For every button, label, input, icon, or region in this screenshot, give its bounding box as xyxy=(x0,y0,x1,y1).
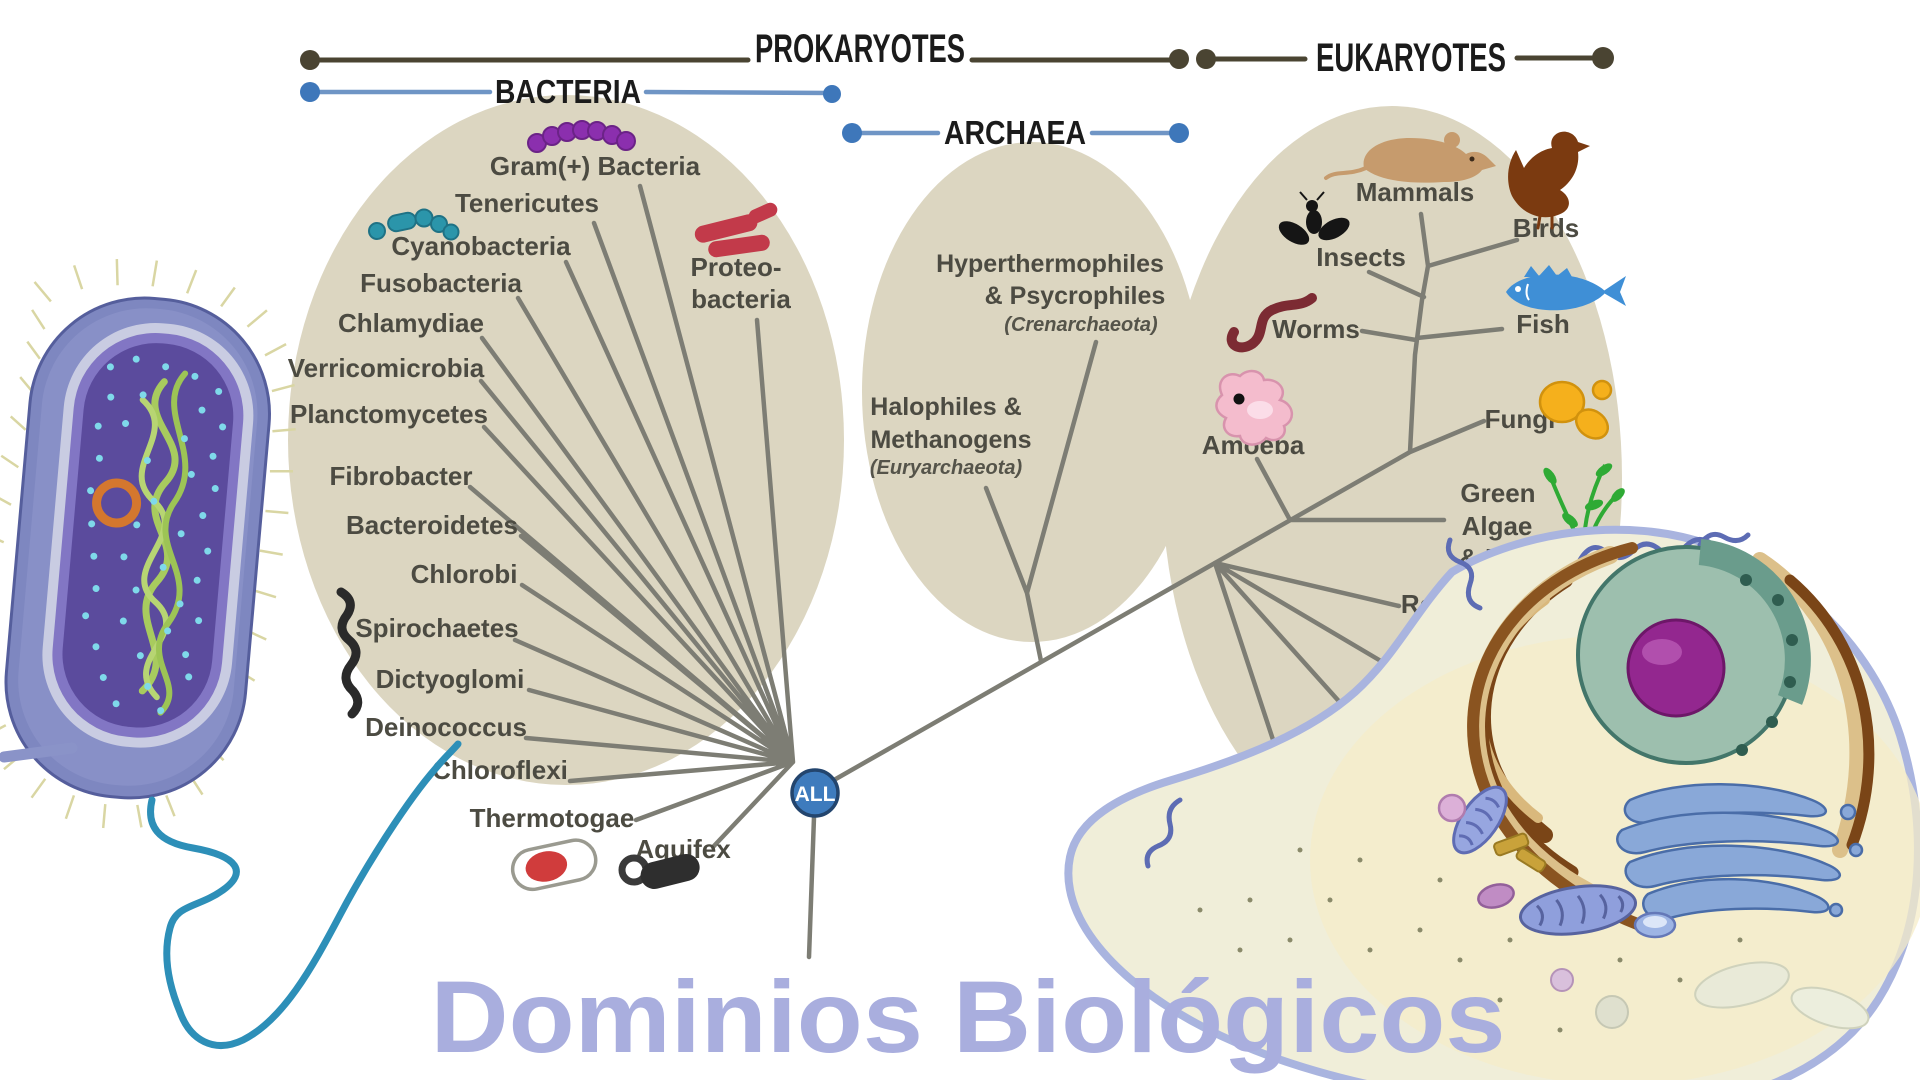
bracket-dot xyxy=(1592,47,1614,69)
bacteria-bracket: BACTERIA xyxy=(300,73,841,110)
yeast-icon xyxy=(1538,379,1613,440)
taxon-label: Chloroflexi xyxy=(432,755,568,785)
fly-icon xyxy=(1278,191,1350,245)
taxon-label: Gram(+) Bacteria xyxy=(490,151,701,181)
green-algae-label: Algae xyxy=(1462,511,1533,541)
euryarchaeota-subtitle: (Euryarchaeota) xyxy=(870,457,1023,479)
taxon-label: Dictyoglomi xyxy=(376,664,525,694)
taxon-label: Thermotogae xyxy=(470,803,635,833)
taxon-label: Tenericutes xyxy=(455,188,599,218)
crenarchaeota-label: Hyperthermophiles xyxy=(936,250,1164,278)
root-connector-lines xyxy=(806,560,1218,960)
nucleolus xyxy=(1626,618,1726,718)
mitochondrion xyxy=(1518,884,1638,936)
taxon-label: Fibrobacter xyxy=(329,461,472,491)
plasmid-ring xyxy=(92,478,142,528)
crenarchaeota-subtitle: (Crenarchaeota) xyxy=(1004,314,1158,336)
bacteria-tree-branches xyxy=(467,183,796,850)
cytoplasm xyxy=(62,343,234,728)
cytoplasm-dots xyxy=(1197,847,1743,1033)
nucleus xyxy=(1576,539,1811,765)
nuclear-pores xyxy=(1736,574,1798,756)
taxon-label-proteobacteria: bacteria xyxy=(691,284,791,314)
aquifex-icon xyxy=(618,853,700,889)
flagellum xyxy=(147,740,462,1049)
spirochaete-icon xyxy=(336,587,363,719)
bracket-dot xyxy=(1196,49,1216,69)
lysosome xyxy=(1550,968,1574,992)
archaea-group-labels: Hyperthermophiles & Psycrophiles (Crenar… xyxy=(870,250,1165,479)
taxon-label: Deinococcus xyxy=(365,712,527,742)
prokaryotes-bracket: PROKARYOTES xyxy=(300,27,1189,71)
taxon-label-proteobacteria: Proteo- xyxy=(691,252,782,282)
taxon-label: Bacteroidetes xyxy=(346,510,518,540)
archaea-label: ARCHAEA xyxy=(944,114,1086,151)
taxon-label: Cyanobacteria xyxy=(391,231,571,261)
taxon-label: Chlorobi xyxy=(411,559,518,589)
eukaryotes-bracket: EUKARYOTES xyxy=(1196,36,1614,80)
ribosome-dots xyxy=(82,355,227,715)
chicken-icon xyxy=(1508,131,1590,230)
archaea-tree-branches xyxy=(983,339,1099,664)
prokaryotic-cell-illustration xyxy=(0,259,296,829)
taxon-label: Fish xyxy=(1516,309,1569,339)
golgi-apparatus xyxy=(1616,783,1864,921)
centrioles xyxy=(1493,832,1547,873)
bracket-dot xyxy=(1169,49,1189,69)
nucleoid-dna xyxy=(138,370,189,716)
worm-icon xyxy=(1226,293,1317,353)
archaea-domain-ellipse xyxy=(862,142,1202,642)
flagellum-stub xyxy=(0,742,78,763)
page-title: Dominios Biológicos xyxy=(431,960,1506,1074)
eukaryote-tree-branches xyxy=(1212,211,1520,755)
amoeba-icon xyxy=(1215,369,1293,446)
green-algae-label: Green xyxy=(1460,478,1535,508)
bracket-dot xyxy=(842,123,862,143)
taxon-label: Planctomycetes xyxy=(290,399,488,429)
all-node-label: ALL xyxy=(795,783,836,806)
euryarchaeota-label: Halophiles & xyxy=(870,393,1021,421)
cyanobacteria-chain-icon xyxy=(368,208,460,241)
taxon-label: Spirochaetes xyxy=(355,613,518,643)
taxon-label: Birds xyxy=(1513,213,1579,243)
crenarchaeota-label: & Psycrophiles xyxy=(985,282,1166,310)
all-root-node: ALL xyxy=(790,768,840,818)
lysosome xyxy=(1437,793,1467,823)
proteobacteria-rods-icon xyxy=(694,202,778,258)
thermotogae-icon xyxy=(510,838,598,892)
eukaryotic-cell-illustration xyxy=(1064,525,1920,1080)
bracket-dot xyxy=(300,50,320,70)
bacteria-taxa-labels: Gram(+) Bacteria Tenericutes Cyanobacter… xyxy=(288,151,792,864)
gram-positive-cocci-icon xyxy=(527,120,636,153)
archaea-bracket: ARCHAEA xyxy=(842,114,1189,151)
bracket-dot xyxy=(300,82,320,102)
taxon-label: Chlamydiae xyxy=(338,308,484,338)
taxon-label: Fusobacteria xyxy=(360,268,522,298)
bracket-dot xyxy=(823,85,841,103)
taxon-label: Verricomicrobia xyxy=(288,353,485,383)
lysosome xyxy=(1477,883,1515,909)
bacteria-label: BACTERIA xyxy=(495,73,641,110)
mouse-icon xyxy=(1324,132,1496,183)
taxon-label: Insects xyxy=(1316,242,1406,272)
bracket-dot xyxy=(1169,123,1189,143)
euryarchaeota-label: Methanogens xyxy=(870,426,1031,454)
prokaryotes-label: PROKARYOTES xyxy=(755,27,965,71)
taxon-label: Worms xyxy=(1272,314,1360,344)
fish-icon xyxy=(1506,265,1626,311)
eukaryotes-label: EUKARYOTES xyxy=(1316,36,1506,80)
all-node-circle xyxy=(790,768,840,818)
vesicles xyxy=(1595,911,1870,1030)
